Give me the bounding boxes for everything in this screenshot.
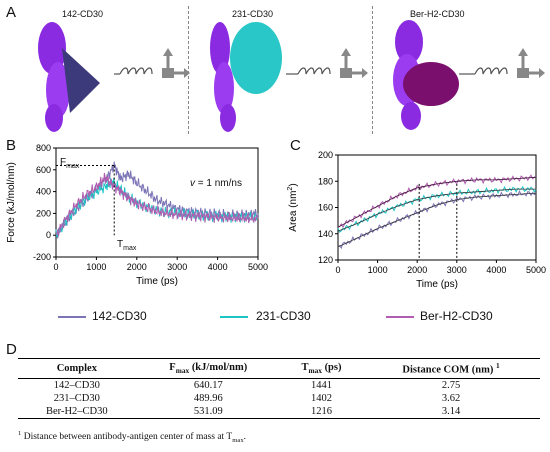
results-table: Complex Fmax (kJ/mol/nm) Tmax (ps) Dista…: [18, 358, 540, 419]
x-tick-label: 2000: [127, 262, 147, 272]
y-axis-title-end: ): [288, 183, 299, 186]
structure-label-3: Ber-H2-CD30: [410, 9, 465, 19]
fit-line-3: [337, 176, 537, 228]
series-line-1: [55, 161, 259, 239]
fit-line-2: [337, 188, 536, 232]
series-line-3: [337, 174, 537, 229]
table-row: 231–CD30 489.96 1402 3.62: [18, 392, 540, 405]
x-tick-label: 0: [335, 265, 340, 275]
header-fmax: Fmax (kJ/mol/nm): [169, 361, 248, 375]
series-line-3: [55, 172, 259, 237]
table-row: Ber-H2–CD30 531.09 1216 3.14: [18, 405, 540, 419]
cell-distance: 3.14: [441, 405, 461, 417]
antibody-blob-3: [403, 62, 459, 106]
legend-swatch-1: [58, 316, 86, 318]
panel-c-letter: C: [290, 137, 301, 154]
cell-tmax: 1402: [310, 392, 332, 404]
cell-fmax: 640.17: [193, 379, 223, 391]
y-axis-title: Force (kJ/mol/nm): [6, 162, 17, 243]
spring-icon: [474, 67, 508, 75]
fit-line-1: [337, 192, 537, 248]
y-axis-title-main: Area (nm: [288, 191, 299, 232]
cell-distance: 3.62: [441, 392, 461, 404]
table-footnote: 1 Distance between antibody-antigen cent…: [18, 430, 247, 445]
y-tick-label: -200: [33, 252, 51, 262]
legend: 142-CD30 231-CD30 Ber-H2-CD30: [0, 306, 550, 328]
separator-1: [188, 6, 189, 134]
panel-b-letter: B: [6, 137, 17, 154]
y-tick-label: 200: [318, 150, 333, 160]
y-tick-label: 140: [318, 229, 333, 239]
cell-complex: Ber-H2–CD30: [46, 405, 108, 417]
cell-complex: 231–CD30: [53, 392, 100, 404]
x-axis-title: Time (ps): [136, 276, 178, 287]
velocity-annotation: v = 1 nm/ns: [190, 178, 242, 189]
cell-distance: 2.75: [441, 379, 461, 391]
table-row: 142–CD30 640.17 1441 2.75: [18, 378, 540, 392]
header-distance: Distance COM (nm) 1: [402, 361, 500, 376]
y-tick-label: 400: [36, 187, 51, 197]
antibody-blob-2: [230, 22, 282, 94]
area-chart: 0 1000 2000 3000 4000 5000 120 140 160 180 200 Area…: [287, 150, 546, 290]
y-tick-label: 600: [36, 165, 51, 175]
spring-icon: [119, 67, 153, 75]
header-complex: Complex: [56, 362, 97, 374]
structure-image-3: [393, 20, 545, 130]
x-tick-label: 5000: [248, 262, 268, 272]
x-tick-label: 4000: [208, 262, 228, 272]
structure-image-1: [38, 22, 190, 132]
legend-label-2: 231-CD30: [256, 309, 311, 323]
y-tick-label: 120: [318, 255, 333, 265]
legend-swatch-2: [220, 316, 248, 318]
cell-tmax: 1441: [310, 379, 332, 391]
structure-image-2: [210, 22, 368, 132]
legend-label-1: 142-CD30: [92, 309, 147, 323]
cell-tmax: 1216: [310, 405, 332, 417]
structure-label-1: 142-CD30: [62, 9, 104, 19]
series-line-2: [55, 177, 259, 238]
pull-device-icon: [340, 48, 368, 78]
spring-icon: [297, 67, 331, 75]
antigen-blob-2: [210, 22, 236, 132]
y-tick-label: 180: [318, 176, 333, 186]
y-axis-title: Area (nm2): [287, 183, 299, 231]
x-axis-title: Time (ps): [416, 279, 458, 290]
x-tick-label: 0: [53, 262, 58, 272]
x-tick-label: 1000: [86, 262, 106, 272]
table-header-row: Complex Fmax (kJ/mol/nm) Tmax (ps) Dista…: [18, 359, 540, 378]
plot-frame: [55, 147, 259, 258]
x-tick-label: 1000: [368, 265, 388, 275]
pull-device-icon: [517, 48, 545, 78]
panel-a-letter: A: [6, 4, 17, 21]
series-line-1: [337, 189, 537, 250]
y-tick-label: 160: [318, 203, 333, 213]
series-line-2: [337, 185, 537, 233]
antigen-blob-1: [38, 22, 70, 132]
structure-label-2: 231-CD30: [232, 9, 274, 19]
header-tmax: Tmax (ps): [301, 361, 342, 375]
plot-frame: [337, 154, 537, 261]
fmax-annotation: Fmax: [60, 157, 80, 170]
x-tick-label: 3000: [167, 262, 187, 272]
y-tick-label: 0: [46, 230, 51, 240]
legend-label-3: Ber-H2-CD30: [420, 309, 493, 323]
panel-d-letter: D: [6, 341, 17, 358]
x-tick-label: 3000: [447, 265, 467, 275]
legend-swatch-3: [386, 316, 414, 318]
x-tick-label: 4000: [486, 265, 506, 275]
cell-fmax: 531.09: [193, 405, 223, 417]
tmax-annotation: Tmax: [117, 239, 137, 252]
separator-2: [372, 6, 373, 134]
cell-fmax: 489.96: [193, 392, 223, 404]
antibody-blob-1: [62, 48, 100, 113]
x-tick-label: 2000: [407, 265, 427, 275]
pull-device-icon: [162, 48, 190, 78]
y-tick-label: 800: [36, 143, 51, 153]
force-chart: 0 1000 2000 3000 4000 5000-2000200400600800Fo…: [6, 143, 268, 287]
x-tick-label: 5000: [526, 265, 546, 275]
y-axis-title-sup: 2: [287, 187, 294, 191]
y-tick-label: 200: [36, 208, 51, 218]
cell-complex: 142–CD30: [53, 379, 100, 391]
